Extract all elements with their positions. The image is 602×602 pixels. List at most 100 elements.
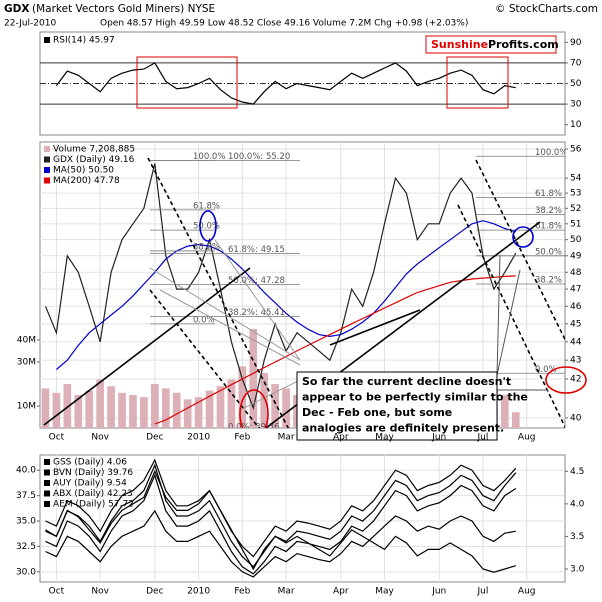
legend-swatch — [44, 177, 50, 184]
x-tick-label: Dec — [146, 433, 163, 443]
volume-bar — [238, 366, 247, 428]
legend-label: GDX (Daily) 49.16 — [53, 155, 135, 165]
legend-label: MA(50) 50.50 — [53, 166, 114, 176]
series-line — [45, 469, 516, 573]
fib-label: 50.0% — [193, 222, 220, 232]
series-line — [45, 458, 517, 558]
series-line — [55, 62, 516, 105]
x-tick-label: Apr — [333, 433, 349, 443]
fib-label: 61.8% — [535, 189, 562, 199]
quote: Open 48.57 High 49.59 Low 48.52 Close 49… — [100, 19, 468, 29]
volume-bar — [282, 388, 290, 428]
volume-bar — [140, 397, 148, 428]
y2-tick-label: 10M — [17, 402, 36, 412]
volume-bar — [271, 384, 279, 428]
highlight-box — [136, 56, 238, 109]
fib-label: 0.0% — [193, 315, 215, 325]
y-tick-label: 70 — [570, 58, 582, 68]
lower-frame — [39, 454, 566, 583]
y2-tick-label: 4.0 — [570, 499, 585, 509]
legend-swatch — [44, 37, 50, 43]
volume-bar — [118, 392, 126, 428]
x-tick-label: Jul — [477, 587, 489, 597]
highlight-ellipse — [199, 210, 217, 242]
y-tick-label: 47 — [570, 285, 581, 295]
trend-line — [43, 267, 251, 426]
y-tick-label: 32.5 — [16, 542, 36, 552]
fib-label: 100.0% — [193, 152, 225, 162]
x-tick-label: Mar — [278, 433, 295, 443]
volume-bar — [172, 392, 181, 428]
volume-bar — [227, 379, 236, 428]
volume-bar — [216, 386, 225, 428]
copyright: © StockCharts.com — [495, 3, 598, 15]
y-tick-label: 30 — [570, 100, 582, 110]
y-tick-label: 10 — [570, 120, 582, 130]
volume-bar — [85, 390, 94, 428]
pointer-line — [149, 267, 301, 361]
y2-tick-label: 3.0 — [570, 564, 585, 574]
fib-label: 50.0% — [535, 247, 562, 257]
pointer-line — [214, 239, 301, 361]
x-tick-label: Jul — [477, 433, 489, 443]
y-tick-label: 49 — [570, 251, 582, 261]
ticker-name: (Market Vectors Gold Miners) NYSE — [32, 3, 215, 15]
volume-bar — [52, 392, 61, 428]
volume-bar — [74, 395, 83, 428]
highlight-box — [446, 56, 509, 109]
legend-label: AUY (Daily) 9.54 — [53, 479, 127, 489]
legend-swatch — [44, 156, 50, 163]
x-tick-label: 2010 — [187, 433, 210, 443]
series-line — [45, 509, 516, 578]
legend-label: RSI(14) 45.97 — [53, 36, 115, 46]
channel-line — [149, 289, 260, 428]
y-tick-label: 37.5 — [16, 491, 36, 501]
series-line — [56, 220, 516, 370]
volume-bar — [96, 379, 104, 428]
y-tick-label: 51 — [570, 219, 581, 229]
y-tick-label: 52 — [570, 204, 581, 214]
date: 22-Jul-2010 — [4, 19, 56, 29]
y-tick-label: 44 — [570, 337, 582, 347]
annotation-text: Dec - Feb one, but some — [302, 406, 452, 419]
x-tick-label: Aug — [518, 433, 536, 443]
y-tick-label: 45 — [570, 319, 581, 329]
fib-label: 100.0%: 55.20 — [228, 152, 290, 162]
x-tick-label: Nov — [91, 433, 109, 443]
volume-bar — [107, 386, 115, 428]
legend-label: MA(200) 47.78 — [53, 176, 120, 186]
channel-line — [457, 204, 565, 428]
fib-label: 38.2% — [535, 206, 562, 216]
highlight-ellipse — [545, 366, 587, 394]
series-line — [45, 463, 517, 568]
fib-label: 0.0% — [535, 365, 557, 375]
x-tick-label: Jun — [431, 587, 446, 597]
legend-label: ABX (Daily) 42.23 — [53, 489, 133, 499]
x-tick-label: Feb — [234, 587, 250, 597]
volume-bar — [63, 384, 72, 428]
y-tick-label: 35.0 — [16, 517, 36, 527]
y2-tick-label: 40M — [17, 336, 36, 346]
legend-label: AEM (Daily) 57.72 — [53, 500, 134, 510]
x-tick-label: Apr — [333, 587, 349, 597]
lower-plot — [40, 455, 565, 582]
x-tick-label: Mar — [278, 587, 295, 597]
channel-line — [475, 159, 565, 342]
y2-tick-label: 4.5 — [570, 467, 584, 477]
pointer-line — [496, 269, 521, 376]
fib-label: 38.2% — [193, 242, 220, 252]
y-tick-label: 40.0 — [16, 466, 36, 476]
fib-label: 0.0%: 39.36 — [228, 422, 280, 432]
volume-bar — [249, 329, 258, 428]
y-tick-label: 46 — [570, 302, 582, 312]
legend-swatch — [44, 459, 50, 465]
channel-line — [147, 157, 290, 428]
fib-label: 38.2% — [535, 276, 562, 286]
trend-line — [329, 309, 421, 346]
legend-swatch — [44, 469, 50, 476]
y-tick-label: 40 — [570, 413, 582, 423]
volume-bar — [129, 395, 137, 428]
legend-swatch — [44, 480, 50, 486]
legend-swatch — [44, 167, 50, 173]
